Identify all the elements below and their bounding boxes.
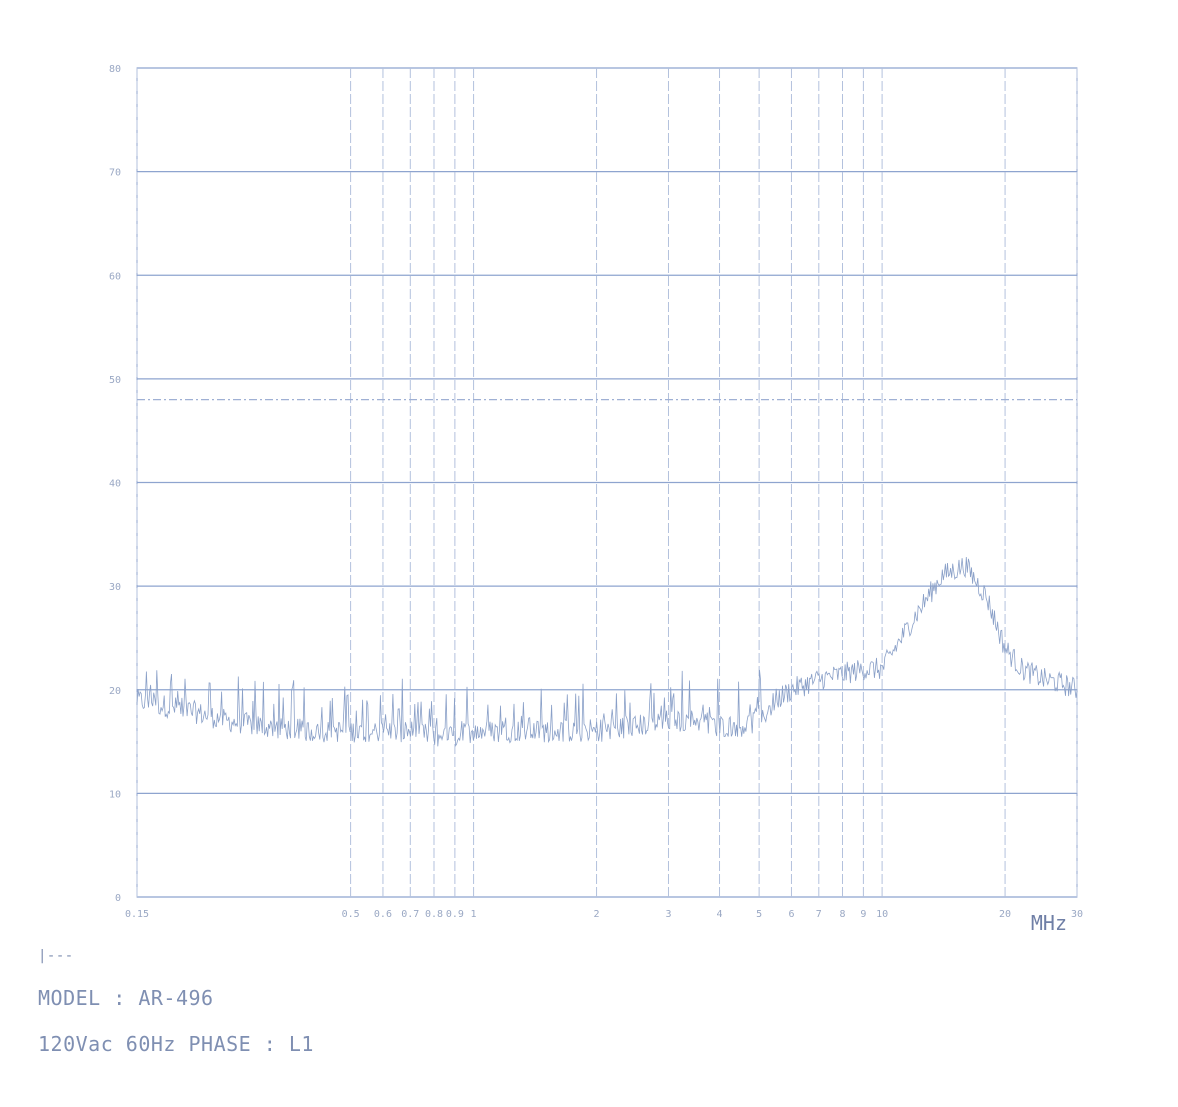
x-tick-label: 6 [788, 909, 794, 920]
x-tick-label: 30 [1071, 909, 1083, 920]
x-tick-label: 10 [876, 909, 888, 920]
x-tick-label: 20 [999, 909, 1011, 920]
y-tick-label: 50 [109, 375, 121, 386]
x-tick-label: 1 [471, 909, 477, 920]
x-tick-label: 0.5 [342, 909, 360, 920]
model-label: MODEL : AR-496 [38, 986, 214, 1010]
y-tick-label: 60 [109, 271, 121, 282]
x-tick-label: 9 [860, 909, 866, 920]
x-tick-label: 8 [839, 909, 845, 920]
x-tick-label: 0.9 [446, 909, 464, 920]
legend-marker: |--- [38, 948, 74, 964]
y-tick-label: 10 [109, 789, 121, 800]
y-tick-label: 80 [109, 64, 121, 75]
y-tick-label: 40 [109, 479, 121, 490]
x-tick-label: 0.15 [125, 909, 149, 920]
x-tick-label: 0.8 [425, 909, 443, 920]
y-tick-label: 20 [109, 686, 121, 697]
x-tick-label: 3 [665, 909, 671, 920]
power-phase-label: 120Vac 60Hz PHASE : L1 [38, 1032, 314, 1056]
emission-trace [136, 556, 1078, 747]
y-tick-label: 0 [115, 893, 121, 904]
x-tick-label: 7 [816, 909, 822, 920]
x-tick-label: 5 [756, 909, 762, 920]
x-tick-label: 0.6 [374, 909, 392, 920]
x-tick-label: 4 [717, 909, 723, 920]
y-tick-label: 70 [109, 168, 121, 179]
x-tick-label: 0.7 [401, 909, 419, 920]
chart-plot: 0 10 20 30 40 50 60 70 80 0.15 0.5 0.6 0.7 0.8 0.9 1 2 3 4… [109, 64, 1083, 935]
x-unit-label: MHz [1031, 911, 1067, 935]
y-tick-label: 30 [109, 582, 121, 593]
x-tick-label: 2 [594, 909, 600, 920]
